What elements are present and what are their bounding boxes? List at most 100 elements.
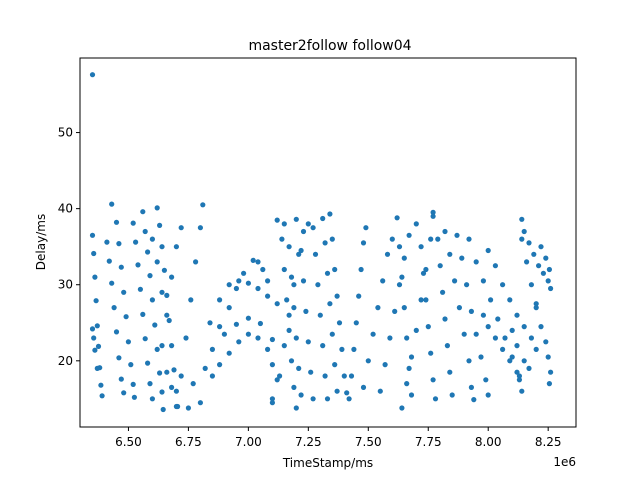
data-point (449, 392, 455, 398)
data-point (99, 393, 105, 399)
data-point (178, 373, 184, 379)
data-point (377, 388, 383, 394)
data-point (94, 323, 100, 329)
data-point (459, 255, 465, 261)
data-point (425, 324, 431, 330)
data-point (538, 324, 544, 330)
data-point (334, 388, 340, 394)
data-point (507, 297, 513, 303)
data-point (320, 343, 326, 349)
data-point (164, 292, 170, 298)
data-point (360, 240, 367, 246)
data-point (296, 365, 302, 371)
data-point (116, 241, 122, 247)
data-point (291, 282, 297, 288)
data-point (293, 216, 299, 222)
data-point (236, 278, 242, 284)
data-point (418, 297, 424, 303)
data-point (485, 324, 491, 330)
data-point (509, 327, 515, 333)
x-axis-ticks: 6.50 6.75 7.00 7.25 7.50 7.75 8.00 8.25 (115, 427, 562, 449)
data-point (351, 346, 357, 352)
data-point (466, 236, 472, 242)
data-point (113, 329, 120, 335)
data-point (89, 326, 96, 332)
data-point (298, 392, 304, 398)
points-layer (89, 72, 554, 413)
data-point (329, 331, 335, 337)
data-point (118, 264, 124, 270)
data-point (320, 215, 326, 222)
data-point (387, 335, 393, 341)
x-axis-offset-label: 1e6 (553, 455, 576, 469)
data-point (524, 259, 530, 265)
y-axis-label: Delay/ms (34, 214, 48, 270)
data-point (109, 280, 115, 286)
data-point (149, 297, 155, 303)
data-point (164, 312, 170, 318)
data-point (293, 405, 299, 411)
data-point (471, 397, 477, 403)
x-tick-label: 6.75 (175, 435, 202, 449)
data-point (502, 335, 508, 341)
data-point (173, 403, 179, 410)
data-point (128, 362, 134, 368)
data-point (202, 365, 208, 371)
data-point (454, 232, 460, 238)
data-point (241, 270, 247, 276)
data-point (286, 312, 292, 318)
data-point (245, 280, 251, 286)
data-point (265, 346, 271, 352)
data-point (111, 305, 117, 311)
data-point (118, 376, 124, 382)
data-point (430, 213, 436, 219)
data-point (394, 215, 400, 221)
data-point (166, 317, 172, 324)
data-point (396, 244, 403, 250)
data-point (279, 236, 285, 242)
data-point (375, 305, 381, 311)
data-point (92, 347, 98, 353)
data-point (255, 335, 261, 341)
data-point (106, 258, 112, 264)
x-tick-label: 8.25 (535, 435, 562, 449)
data-point (257, 320, 263, 327)
data-point (399, 274, 405, 280)
data-point (543, 339, 549, 345)
data-point (401, 255, 407, 261)
data-point (207, 320, 213, 326)
data-point (500, 282, 506, 288)
data-point (291, 305, 297, 311)
data-point (104, 239, 110, 245)
data-point (281, 221, 287, 227)
data-point (123, 314, 129, 320)
data-point (109, 201, 115, 207)
data-point (322, 240, 328, 246)
data-point (406, 365, 412, 371)
data-point (466, 358, 472, 364)
data-point (113, 219, 120, 225)
data-point (546, 266, 553, 273)
data-point (265, 278, 271, 284)
data-point (363, 225, 369, 231)
data-point (423, 266, 429, 273)
data-point (327, 211, 333, 217)
x-tick-label: 7.00 (235, 435, 262, 449)
data-point (286, 327, 292, 333)
data-point (341, 373, 347, 379)
data-point (178, 225, 184, 231)
data-point (142, 336, 148, 342)
data-point (121, 390, 127, 396)
data-point (92, 274, 98, 280)
data-point (447, 369, 453, 375)
data-point (197, 225, 203, 231)
data-point (260, 266, 266, 273)
data-point (121, 289, 127, 295)
data-point (154, 259, 160, 265)
data-point (480, 278, 486, 284)
data-point (288, 358, 295, 364)
data-point (536, 263, 542, 269)
data-point (265, 293, 271, 299)
data-point (130, 220, 136, 226)
